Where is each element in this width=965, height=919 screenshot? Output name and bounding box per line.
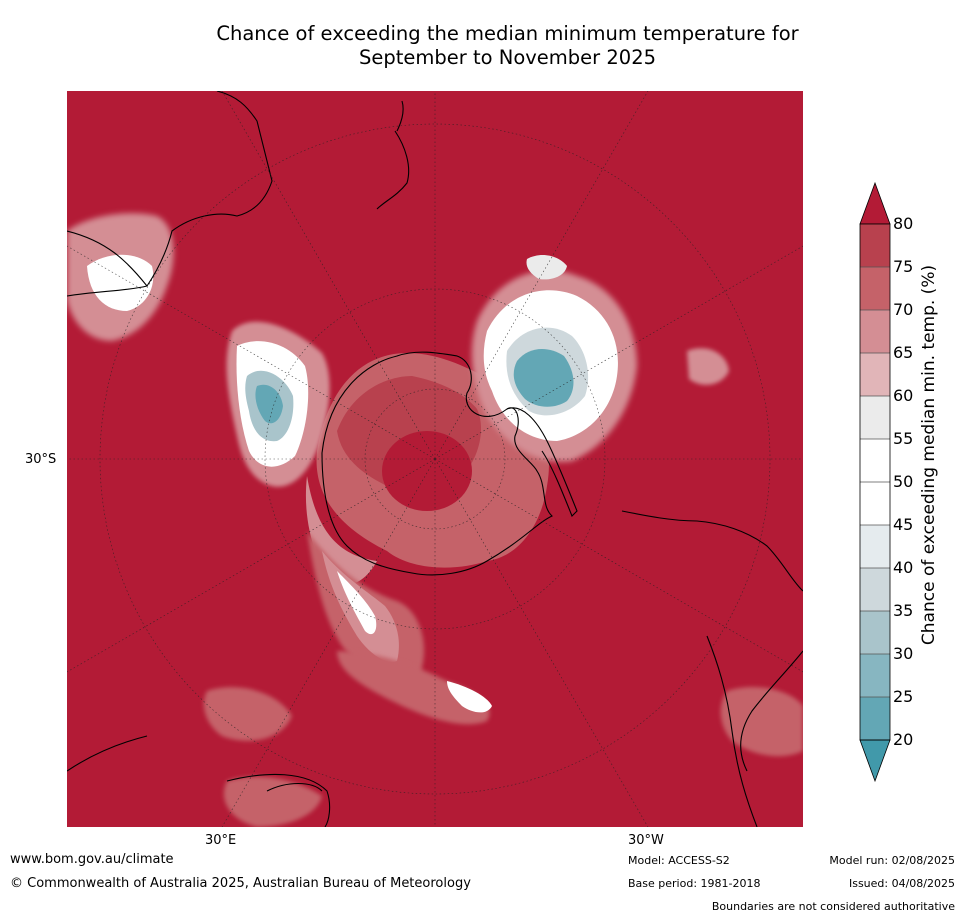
colorbar-tick-30: 30 [893,644,914,663]
probability-map[interactable] [67,91,803,827]
graticule [67,91,803,827]
model-run-text: Model run: 02/08/2025 [829,854,955,867]
australia-anomaly [67,213,174,341]
website-link[interactable]: www.bom.gov.au/climate [10,852,174,867]
title-line-1: Chance of exceeding the median minimum t… [216,22,799,45]
colorbar-tick-50: 50 [893,472,914,491]
colorbar-extend-top [859,181,891,225]
copyright-text: © Commonwealth of Australia 2025, Austra… [10,876,471,891]
base-period-text: Base period: 1981-2018 [628,877,761,890]
colorbar-extend-bottom [859,739,891,783]
colorbar-tick-65: 65 [893,343,914,362]
colorbar-tick-70: 70 [893,300,914,319]
colorbar-tick-60: 60 [893,386,914,405]
disclaimer-text: Boundaries are not considered authoritat… [711,900,955,913]
indian-ocean-anomaly [226,321,330,487]
map-svg [67,91,803,827]
colorbar-tick-45: 45 [893,515,914,534]
latitude-label-30s: 30°S [25,452,57,467]
trail-anomaly [307,531,492,725]
colorbar-tick-80: 80 [893,214,914,233]
colorbar-label-text: Chance of exceeding median min. temp. (%… [919,264,939,646]
title-line-2: September to November 2025 [358,46,657,69]
colorbar-tick-20: 20 [893,730,914,749]
model-text: Model: ACCESS-S2 [628,854,730,867]
colorbar-tick-55: 55 [893,429,914,448]
colorbar-tick-75: 75 [893,257,914,276]
colorbar [859,181,891,783]
colorbar-tick-40: 40 [893,558,914,577]
coastlines [67,91,803,827]
colorbar-tick-35: 35 [893,601,914,620]
colorbar-tick-25: 25 [893,687,914,706]
issued-text: Issued: 04/08/2025 [848,877,955,890]
chart-title: Chance of exceeding the median minimum t… [150,22,865,70]
atlantic-anomaly [471,255,637,462]
longitude-label-30w: 30°W [628,833,664,848]
longitude-label-30e: 30°E [205,833,237,848]
